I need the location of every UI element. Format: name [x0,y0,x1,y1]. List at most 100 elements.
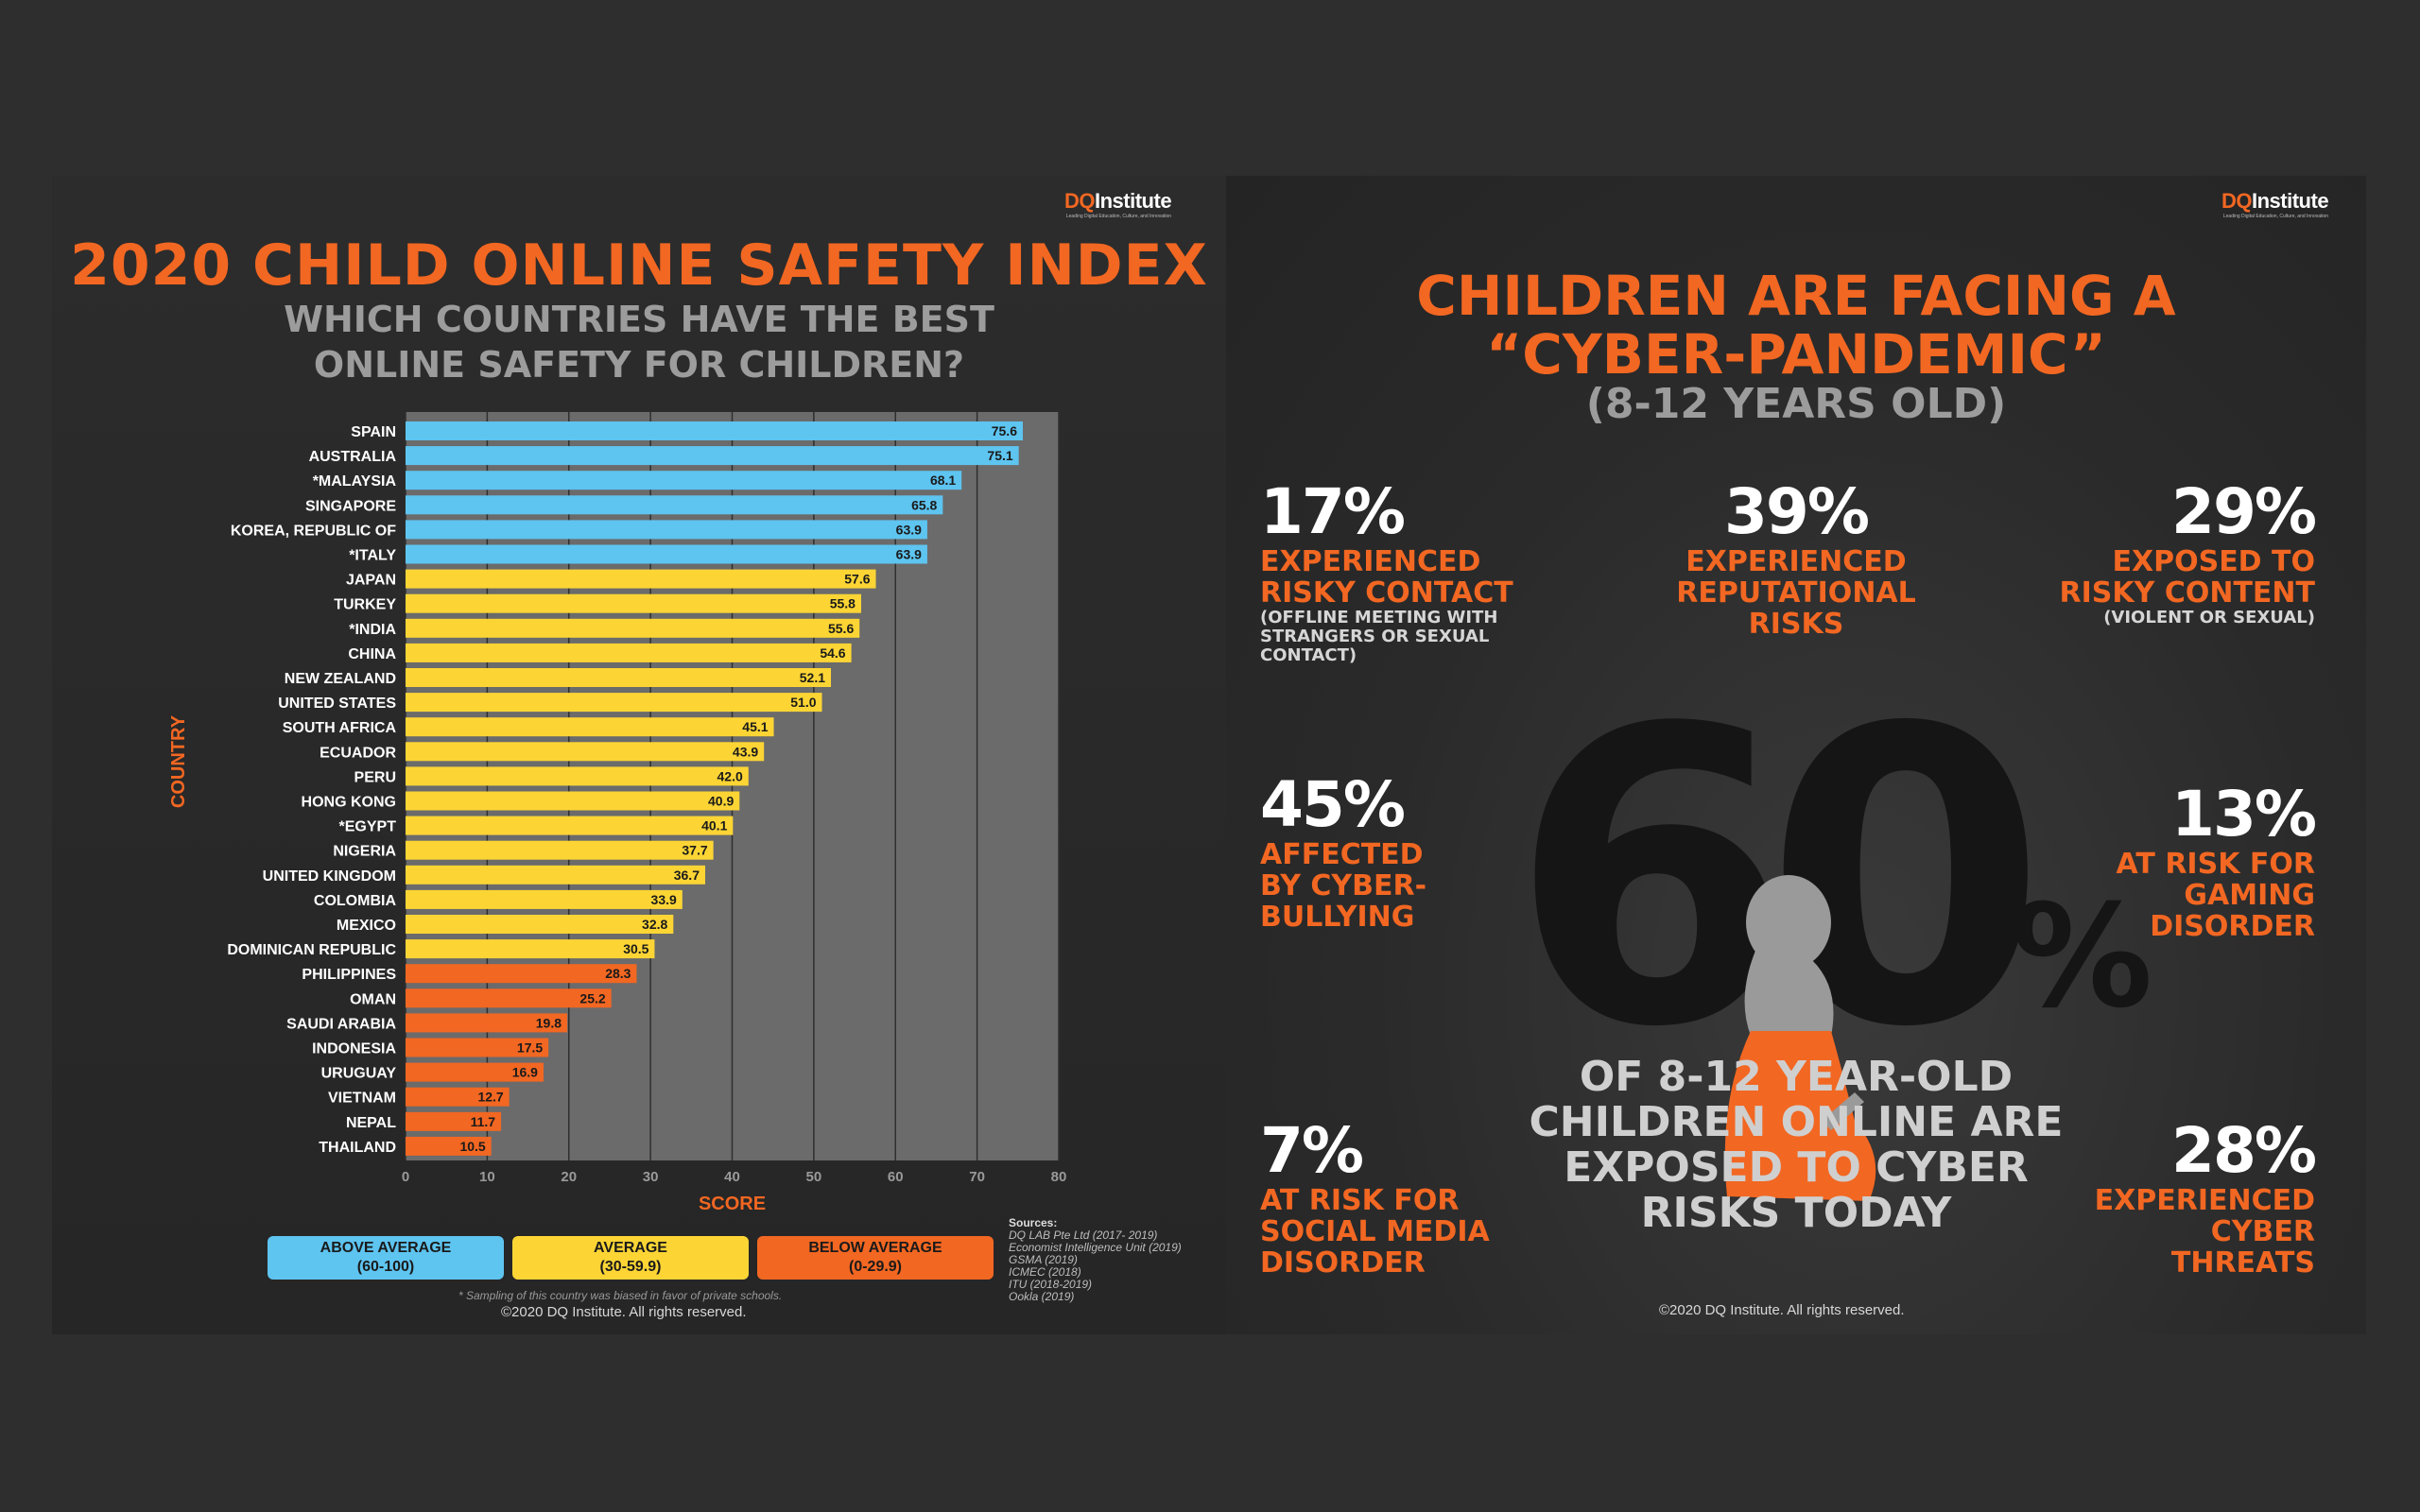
bar-value-label: 30.5 [623,941,648,956]
bar-value-label: 52.1 [800,670,825,685]
country-label: HONG KONG [302,795,396,811]
country-label: MEXICO [337,918,396,934]
x-tick-label: 10 [479,1169,495,1185]
bar [406,1136,492,1156]
bar [406,593,861,613]
chart-subtitle-line2: ONLINE SAFETY FOR CHILDREN? [313,344,965,386]
bar [406,791,740,811]
bar [406,1111,502,1131]
bar-value-label: 25.2 [579,990,605,1005]
bar [406,889,683,909]
bar-value-label: 12.7 [477,1090,503,1105]
x-tick-label: 70 [969,1169,985,1185]
bar [406,569,876,589]
chart-subtitle-line1: WHICH COUNTRIES HAVE THE BEST [284,299,994,340]
right-title-age: (8-12 YEARS OLD) [1585,380,2007,428]
bar-value-label: 75.1 [987,448,1012,463]
bar-value-label: 11.7 [471,1114,496,1129]
center-statement: OF 8-12 YEAR-OLD CHILDREN ONLINE ARE EXP… [1529,1053,2064,1237]
bar-value-label: 37.7 [682,843,707,858]
bar [406,915,674,934]
bar [406,1087,510,1107]
stat-social-media-disorder: 7% AT RISK FOR SOCIAL MEDIA DISORDER [1260,1114,1490,1280]
legend-above-average: ABOVE AVERAGE (60-100) [268,1236,504,1280]
bar-value-label: 32.8 [642,917,667,932]
country-label: PERU [354,769,396,785]
right-title-line1: CHILDREN ARE FACING A [1416,264,2176,328]
country-label: TURKEY [334,597,396,613]
country-label: JAPAN [346,573,396,589]
country-label: INDONESIA [312,1041,396,1057]
stat-reputational-risks: 39% EXPERIENCED REPUTATIONAL RISKS [1676,475,1916,641]
bar [406,668,832,687]
cyber-pandemic-panel: DQInstitute Leading Digital Education, C… [1226,176,2366,1334]
country-label: SAUDI ARABIA [286,1016,396,1032]
bar-value-label: 40.1 [701,818,727,833]
bar [406,471,962,490]
x-tick-label: 50 [806,1169,822,1185]
country-label: URUGUAY [321,1066,397,1082]
country-label: CHINA [348,646,396,662]
bar-value-label: 57.6 [844,572,870,587]
country-label: NEW ZEALAND [285,671,396,687]
bar [406,618,860,638]
bar-value-label: 40.9 [708,794,734,809]
country-label: THAILAND [319,1140,396,1156]
bar [406,693,822,713]
bar [406,1013,568,1033]
big-percent-sign: % [2011,875,2153,1040]
bar [406,988,612,1008]
index-panel: DQInstitute Leading Digital Education, C… [52,176,1226,1334]
country-label: KOREA, REPUBLIC OF [231,523,396,539]
chart-title: 2020 CHILD ONLINE SAFETY INDEX [70,232,1208,299]
bar-value-label: 63.9 [896,547,922,562]
bar [406,742,765,762]
bar [406,544,927,564]
country-label: AUSTRALIA [309,449,397,465]
country-label: COLOMBIA [314,893,397,909]
country-label: *EGYPT [339,819,397,835]
bar-value-label: 45.1 [742,719,768,734]
dq-institute-logo: DQInstitute Leading Digital Education, C… [1064,189,1172,219]
x-axis-label: SCORE [699,1194,766,1214]
bar [406,840,714,860]
bar-value-label: 63.9 [896,522,922,537]
x-tick-label: 0 [402,1169,409,1185]
bar [406,1038,549,1057]
bar [406,446,1019,466]
legend-below-average: BELOW AVERAGE (0-29.9) [757,1236,994,1280]
x-tick-label: 80 [1051,1169,1067,1185]
bar [406,964,637,984]
copyright-left: ©2020 DQ Institute. All rights reserved. [501,1304,747,1320]
bar-value-label: 55.6 [828,621,854,636]
stat-cyberbullying: 45% AFFECTED BY CYBER- BULLYING [1260,768,1427,934]
bar-value-label: 17.5 [517,1040,543,1056]
bar-value-label: 75.6 [992,423,1017,438]
country-label: UNITED KINGDOM [263,868,396,885]
bar-value-label: 51.0 [790,695,816,710]
right-title-line2: “CYBER-PANDEMIC” [1486,322,2106,387]
country-label: NEPAL [346,1115,396,1131]
bar-value-label: 55.8 [830,596,856,611]
bar [406,865,705,885]
country-label: VIETNAM [328,1091,396,1107]
bar-value-label: 19.8 [536,1015,562,1030]
x-tick-label: 40 [724,1169,740,1185]
country-label: *MALAYSIA [313,473,397,490]
bar-value-label: 33.9 [651,892,677,907]
country-label: ECUADOR [320,745,396,761]
bar-value-label: 54.6 [820,645,845,661]
stat-gaming-disorder: 13% AT RISK FOR GAMING DISORDER [2116,778,2317,943]
x-tick-label: 60 [888,1169,904,1185]
bar-value-label: 65.8 [911,497,937,512]
bar-value-label: 68.1 [930,472,956,488]
x-tick-label: 30 [643,1169,659,1185]
bar-value-label: 10.5 [459,1139,485,1154]
country-label: *ITALY [349,548,396,564]
bar [406,643,852,662]
bar [406,816,734,835]
bar-value-label: 42.0 [717,768,743,783]
stat-cyber-threats: 28% EXPERIENCED CYBER THREATS [2094,1114,2317,1280]
stat-risky-contact: 17% EXPERIENCED RISKY CONTACT (OFFLINE M… [1260,475,1513,665]
country-label: UNITED STATES [278,696,396,712]
